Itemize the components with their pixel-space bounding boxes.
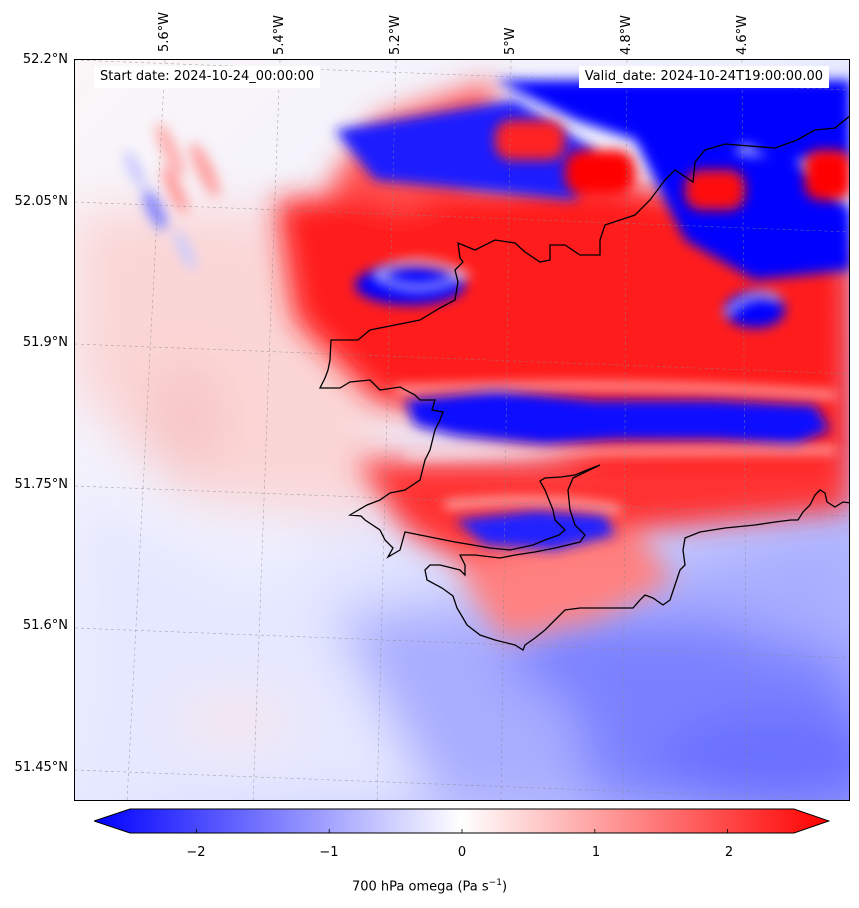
lat-label-52-2: 52.2°N (22, 52, 68, 67)
lon-label-4-6: 4.6°W (735, 14, 750, 55)
lon-label-5-6: 5.6°W (157, 11, 172, 52)
lon-label-5-2: 5.2°W (388, 14, 403, 55)
ascent-cells (495, 120, 849, 210)
colorbar-tick-1: 1 (591, 845, 601, 860)
start-date-label: Start date: 2024-10-24_00:00:00 (94, 66, 321, 88)
colorbar-tick-neg2: −2 (186, 845, 206, 860)
colorbar-title-end: ) (501, 879, 508, 895)
map-panel (74, 59, 850, 801)
lon-label-5: 5°W (503, 27, 518, 55)
lat-label-52-05: 52.05°N (14, 194, 68, 209)
lon-label-4-8: 4.8°W (619, 14, 634, 55)
valid-date-label: Valid_date: 2024-10-24T19:00:00.00 (578, 66, 829, 88)
colorbar-gradient (94, 808, 830, 834)
colorbar (94, 808, 830, 834)
colorbar-ticks (196, 829, 728, 833)
lat-label-51-9: 51.9°N (22, 335, 68, 350)
graticule (75, 60, 849, 800)
lat-label-51-75: 51.75°N (14, 477, 68, 492)
colorbar-tick-neg1: −1 (319, 845, 339, 860)
colorbar-tick-2: 2 (724, 845, 734, 860)
colorbar-title-text: 700 hPa omega (Pa s (351, 879, 489, 895)
colorbar-title-exponent: −1 (488, 878, 502, 888)
lat-label-51-6: 51.6°N (22, 618, 68, 633)
colorbar-title: 700 hPa omega (Pa s−1) (0, 878, 859, 894)
neutral-seams (373, 259, 836, 513)
lat-label-51-45: 51.45°N (14, 760, 68, 775)
gravity-wave-ripples (124, 122, 220, 271)
lon-label-5-4: 5.4°W (272, 14, 287, 55)
colorbar-tick-0: 0 (457, 845, 467, 860)
strong-descent-bands (335, 80, 849, 550)
coastline (318, 115, 849, 651)
omega-field-map (75, 60, 849, 800)
